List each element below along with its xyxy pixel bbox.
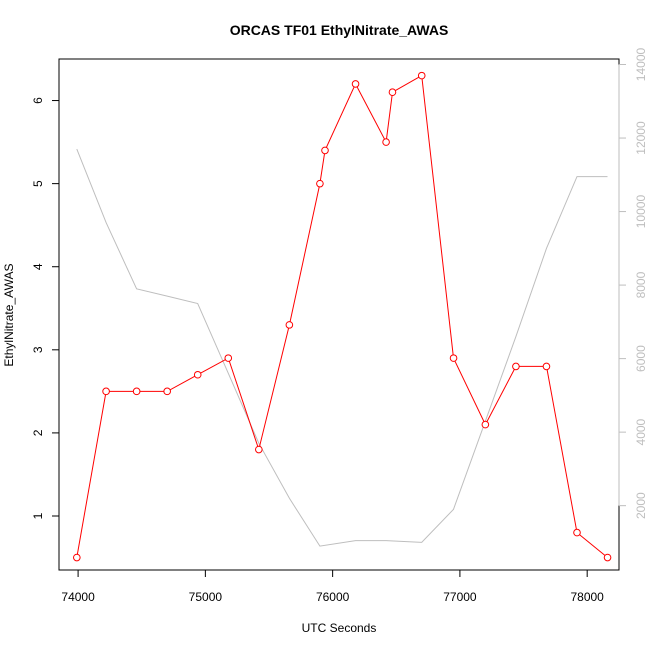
y-tick-label: 1 — [31, 512, 45, 519]
y-axis-right: 2000 4000 6000 8000 10000 12000 14000 — [618, 48, 648, 519]
data-point — [255, 445, 263, 454]
x-tick-label: 75000 — [189, 590, 223, 604]
x-tick-label: 76000 — [316, 590, 350, 604]
data-point — [449, 354, 458, 362]
ethylnitrate-series-line — [76, 74, 608, 558]
y2-tick-label: 8000 — [634, 271, 648, 298]
y2-tick-label: 2000 — [634, 492, 648, 519]
y-tick-label: 2 — [31, 429, 45, 436]
data-point — [573, 528, 581, 537]
x-tick-label: 74000 — [61, 590, 95, 604]
right-axis-series-line — [76, 148, 608, 547]
y2-tick-label: 12000 — [634, 121, 648, 155]
data-point — [224, 354, 233, 362]
data-point — [163, 387, 171, 396]
y-tick-label: 6 — [31, 97, 45, 104]
y-axis-left: 1 2 3 4 5 6 — [31, 97, 60, 519]
data-point — [481, 420, 490, 429]
y-tick-label: 3 — [31, 346, 45, 353]
y-axis-label: EthylNitrate_AWAS — [2, 263, 16, 366]
x-tick-label: 78000 — [570, 590, 604, 604]
series-layer — [73, 71, 612, 562]
y-tick-label: 4 — [31, 263, 45, 270]
x-axis-label: UTC Seconds — [302, 621, 377, 635]
data-point — [102, 387, 110, 396]
data-point — [316, 179, 324, 188]
data-point — [285, 321, 294, 329]
data-point — [382, 138, 390, 146]
data-point — [73, 553, 81, 562]
x-tick-label: 77000 — [443, 590, 477, 604]
data-point — [542, 362, 551, 371]
data-point — [351, 80, 360, 88]
plot-frame — [58, 58, 620, 571]
y-tick-label: 5 — [31, 180, 45, 187]
data-point — [132, 387, 141, 396]
data-point — [193, 370, 202, 379]
data-point — [512, 362, 520, 371]
x-axis: 74000 75000 76000 77000 78000 — [61, 569, 604, 604]
data-point — [388, 88, 397, 97]
y2-tick-label: 6000 — [634, 345, 648, 372]
y2-tick-label: 4000 — [634, 418, 648, 445]
data-point — [603, 553, 612, 562]
y2-tick-label: 10000 — [634, 195, 648, 229]
data-point — [417, 71, 426, 80]
data-point — [321, 146, 329, 155]
chart-title: ORCAS TF01 EthylNitrate_AWAS — [230, 22, 449, 38]
y2-tick-label: 14000 — [634, 48, 648, 82]
